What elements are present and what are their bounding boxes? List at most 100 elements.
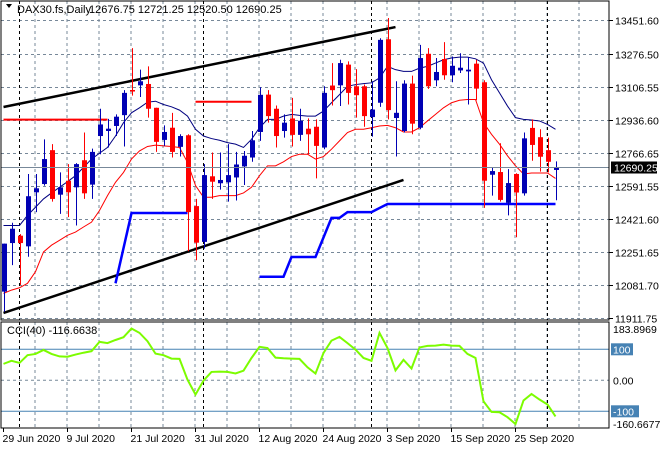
cci-tick-label: 100 [613, 344, 631, 356]
candle[interactable] [74, 163, 79, 226]
candle-body [2, 243, 7, 292]
candle[interactable] [130, 48, 135, 96]
candle[interactable] [354, 69, 359, 118]
candle[interactable] [42, 139, 47, 186]
date-label: 31 Jul 2020 [195, 433, 249, 445]
candle-body [498, 172, 503, 200]
candle[interactable] [170, 112, 175, 158]
candle[interactable] [410, 75, 415, 135]
candle[interactable] [418, 44, 423, 130]
candle-body [402, 83, 407, 132]
cci-label: CCI(40) -116.6638 [7, 325, 97, 337]
candle-body [474, 63, 479, 89]
candle[interactable] [50, 144, 55, 202]
candle[interactable] [82, 132, 87, 199]
candle[interactable] [530, 119, 535, 161]
candle[interactable] [434, 58, 439, 87]
candle[interactable] [26, 173, 31, 257]
candle[interactable] [474, 59, 479, 101]
candle[interactable] [18, 234, 23, 286]
candle[interactable] [138, 69, 143, 97]
candle[interactable] [394, 81, 399, 157]
candle[interactable] [274, 105, 279, 148]
candle[interactable] [146, 66, 151, 118]
candle-body [42, 159, 47, 185]
price-axis: 13451.60 13276.50 13106.55 12936.60 12766.65… [609, 16, 659, 326]
candle[interactable] [450, 56, 455, 83]
candle[interactable] [538, 129, 543, 172]
candle[interactable] [442, 42, 447, 80]
current-price-text: 12690.25 [614, 163, 658, 175]
candle[interactable] [546, 137, 551, 173]
candle-body [162, 131, 167, 140]
candle[interactable] [266, 90, 271, 123]
candle[interactable] [370, 81, 375, 137]
candle[interactable] [322, 86, 327, 150]
candle[interactable] [506, 169, 511, 216]
candle[interactable] [290, 97, 295, 147]
candle[interactable] [114, 114, 119, 137]
candle[interactable] [218, 152, 223, 190]
candle[interactable] [58, 172, 63, 214]
candle[interactable] [122, 90, 127, 147]
candle[interactable] [386, 17, 391, 120]
candle[interactable] [250, 131, 255, 162]
candle[interactable] [330, 63, 335, 106]
candle[interactable] [2, 243, 7, 312]
price-tick-label: 11911.75 [615, 314, 657, 326]
candle[interactable] [362, 84, 367, 127]
candle[interactable] [298, 108, 303, 141]
candle[interactable] [498, 143, 503, 202]
candle-body [170, 127, 175, 152]
candle[interactable] [314, 119, 319, 179]
candle[interactable] [490, 167, 495, 196]
candle[interactable] [306, 118, 311, 155]
candle[interactable] [10, 222, 15, 266]
candle[interactable] [106, 118, 111, 148]
upper-band-line [3, 56, 556, 226]
candle[interactable] [154, 107, 159, 152]
candle[interactable] [378, 38, 383, 107]
candle[interactable] [210, 152, 215, 199]
candle[interactable] [178, 134, 183, 157]
date-label: 12 Aug 2020 [259, 433, 318, 445]
cci-grid [1, 322, 609, 428]
candle[interactable] [522, 132, 527, 196]
candle[interactable] [34, 173, 39, 213]
candle[interactable] [346, 61, 351, 105]
price-tick-label: 12421.60 [615, 215, 659, 227]
candle-body [466, 69, 471, 72]
candle[interactable] [226, 144, 231, 202]
candles[interactable] [2, 17, 559, 312]
candle-body [370, 109, 375, 118]
candle[interactable] [282, 114, 287, 138]
candle-body [394, 112, 399, 119]
candle-body [114, 116, 119, 126]
candle[interactable] [402, 80, 407, 133]
dropdown-triangle-icon[interactable] [6, 4, 12, 8]
candle[interactable] [234, 151, 239, 201]
candle[interactable] [202, 164, 207, 249]
candle-body [314, 126, 319, 146]
candle-body [306, 128, 311, 135]
candle-body [90, 151, 95, 185]
candle-body [10, 228, 15, 244]
candle-body [538, 137, 543, 157]
candle[interactable] [514, 173, 519, 238]
candle[interactable] [426, 48, 431, 89]
candle[interactable] [458, 53, 463, 73]
candle[interactable] [338, 59, 343, 107]
candle[interactable] [258, 87, 263, 141]
candle-body [514, 173, 519, 193]
candle-body [202, 175, 207, 242]
candle[interactable] [90, 148, 95, 199]
candle-body [50, 150, 55, 199]
candle[interactable] [186, 134, 191, 252]
candle[interactable] [98, 108, 103, 155]
candle[interactable] [162, 125, 167, 146]
candle[interactable] [194, 198, 199, 261]
candle[interactable] [466, 57, 471, 105]
candle[interactable] [66, 164, 71, 218]
candle[interactable] [482, 80, 487, 208]
